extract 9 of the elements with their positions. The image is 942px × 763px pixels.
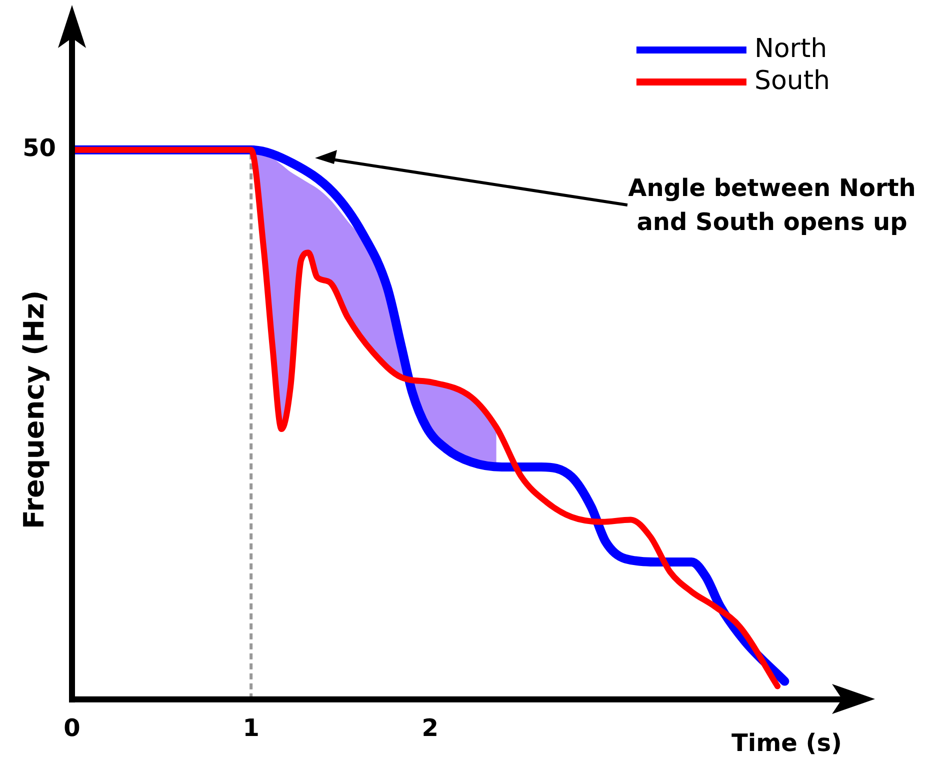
x-tick-label: 1 — [242, 714, 260, 742]
y-axis-title: Frequency (Hz) — [17, 290, 50, 530]
annotation: Angle between North and South opens up — [628, 174, 916, 236]
x-tick-label: 2 — [422, 714, 438, 742]
annotation: 50 — [22, 134, 56, 162]
x-tick-label: 0 — [64, 714, 80, 742]
legend-label: North — [754, 34, 828, 64]
legend-label: South — [754, 66, 830, 96]
x-axis-title: Time (s) — [732, 728, 842, 757]
